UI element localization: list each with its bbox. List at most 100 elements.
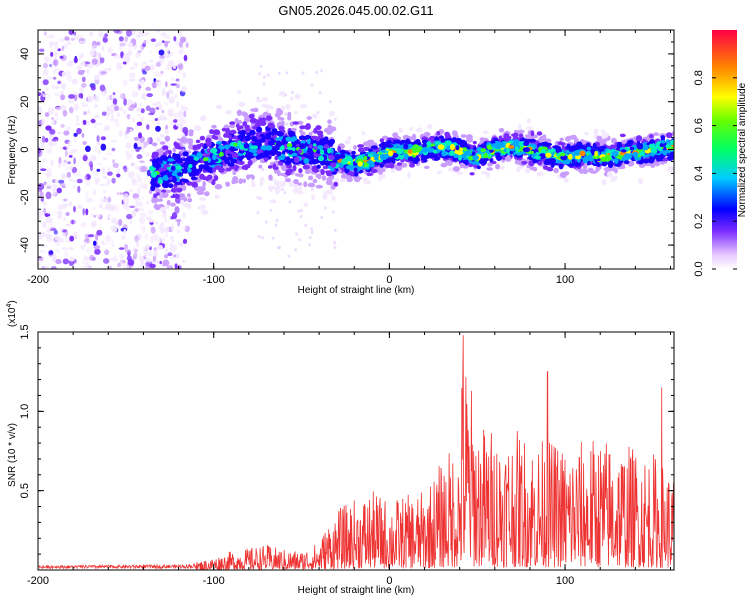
spectrogram-ridge-cell <box>254 119 261 123</box>
spectrogram-noise-blob <box>95 233 99 241</box>
spectrogram-ridge-cell <box>405 138 411 145</box>
spectrogram-noise-blob <box>88 234 95 238</box>
spectrogram-ridge-cell <box>232 176 239 182</box>
spectrogram-noise-blob <box>64 159 67 163</box>
spectrogram-ridge-cell <box>276 170 281 177</box>
spectrogram-ridge-cell <box>436 170 443 175</box>
spectrogram-ridge-cell <box>225 181 230 186</box>
spectrogram-ridge-cell <box>291 147 296 152</box>
spectrogram-ridge-cell <box>521 161 528 165</box>
spectrogram-noise-blob <box>89 50 95 57</box>
spectrogram-ridge-cell <box>293 178 299 185</box>
spectrogram-ridge-cell <box>549 158 556 164</box>
spectrogram-ridge-cell <box>293 156 300 164</box>
spectrogram-ridge-cell <box>277 117 285 121</box>
spectrogram-ridge-cell <box>308 160 315 165</box>
spectrogram-noise-blob <box>171 77 175 82</box>
spectrogram-noise-blob <box>155 62 161 67</box>
spectrogram-noise-blob <box>140 207 145 212</box>
spectrogram-noise-blob <box>113 30 120 34</box>
spectrogram-noise-blob <box>183 106 189 112</box>
spectrogram-noise-blob <box>68 166 73 170</box>
spectrogram-noise-blob <box>129 128 133 132</box>
spectrogram-ridge-cell <box>284 160 292 165</box>
spectrogram-ridge-cell <box>351 150 356 155</box>
spectrogram-ridge-cell <box>276 185 282 192</box>
spectrogram-ridge-cell <box>232 171 237 175</box>
spectrogram-ridge-cell <box>316 164 321 169</box>
colorbar-tick-label: 0.8 <box>693 70 705 85</box>
spectrogram-ridge-cell <box>398 144 404 149</box>
spectrogram-ridge-cell <box>462 147 467 151</box>
spectrogram-ridge-cell <box>559 137 564 142</box>
spectrogram-noise-blob <box>182 226 187 230</box>
spectrogram-noise-blob <box>117 191 121 195</box>
spectrogram-ridge-cell <box>417 146 423 150</box>
spectrogram-noise-blob <box>64 149 68 157</box>
spectrogram-noise-blob <box>84 241 87 246</box>
spectrogram-speckle <box>320 69 323 73</box>
spectrogram-noise-blob <box>50 160 54 167</box>
spectrogram-noise-blob <box>126 30 132 37</box>
spectrogram-ridge-cell <box>487 162 493 167</box>
spectrogram-noise-blob <box>102 189 107 194</box>
spectrogram-ridge-cell <box>187 197 193 203</box>
spectrogram-speckle <box>287 254 291 258</box>
spectrogram-noise-blob <box>38 263 41 267</box>
spectrogram-noise-blob <box>182 72 187 79</box>
spectrogram-noise-blob <box>114 118 119 125</box>
spectrogram-noise-blob <box>109 118 115 122</box>
spectrogram-ridge-cell <box>171 176 177 183</box>
spectrogram-noise-blob <box>177 60 182 66</box>
spectrogram-ridge-cell <box>506 148 510 154</box>
spectrogram-noise-blob <box>176 229 181 234</box>
spectrogram-noise-blob <box>129 72 136 78</box>
x-tick-label: 100 <box>556 575 574 587</box>
spectrogram-ridge-cell <box>213 175 219 181</box>
spectrogram-ridge-cell <box>279 145 285 151</box>
spectrogram-ridge-cell <box>517 124 523 131</box>
spectrogram-noise-blob <box>46 34 52 39</box>
spectrogram-ridge-cell <box>643 145 649 151</box>
spectrogram-ridge-cell <box>269 124 276 129</box>
spectrogram-noise-blob <box>162 259 170 267</box>
spectrogram-noise-blob <box>94 248 101 255</box>
spectrogram-noise-blob <box>90 118 96 124</box>
spectrogram-noise-blob <box>137 83 142 91</box>
spectrogram-ridge-cell <box>246 174 251 180</box>
spectrogram-noise-blob <box>97 41 101 46</box>
spectrogram-ridge-cell <box>571 158 576 164</box>
spectrogram-noise-blob <box>49 141 54 148</box>
spectrogram-noise-blob <box>97 150 102 154</box>
spectrogram-speckle <box>315 70 319 74</box>
spectrogram-ridge-cell <box>200 148 205 155</box>
spectrogram-ridge-cell <box>544 158 551 163</box>
spectrogram-ridge-cell <box>513 139 520 146</box>
spectrogram-noise-blob <box>77 185 81 193</box>
spectrogram-noise-blob <box>58 38 65 42</box>
spectrogram-noise-blob <box>54 235 62 241</box>
spectrogram-noise-blob <box>63 250 69 258</box>
spectrogram-speckle <box>310 83 314 87</box>
spectrogram-noise-blob <box>53 229 58 235</box>
spectrogram-ridge-cell <box>353 167 358 172</box>
spectrogram-noise-blob <box>157 245 163 250</box>
spectrogram-noise-blob <box>108 265 113 269</box>
spectrogram-ridge-cell <box>167 158 175 162</box>
spectrogram-noise-blob <box>92 206 96 210</box>
spectrogram-noise-blob <box>103 125 108 132</box>
spectrogram-noise-blob <box>80 265 88 269</box>
spectrogram-ridge-cell <box>340 178 345 183</box>
spectrogram-ridge-cell <box>188 164 193 168</box>
colorbar-tick-label: 0.0 <box>693 261 705 276</box>
spectrogram-noise-blob <box>66 73 72 82</box>
spectrogram-noise-blob <box>149 64 155 71</box>
spectrogram-noise-blob <box>54 117 60 121</box>
spectrogram-ridge-cell <box>396 162 402 166</box>
spectrogram-ridge-cell <box>394 143 399 147</box>
spectrogram-noise-blob <box>44 137 49 143</box>
spectrogram-ridge-cell <box>150 171 157 178</box>
spectrogram-ridge-cell <box>333 181 338 187</box>
spectrogram-ridge-cell <box>303 148 307 154</box>
spectrogram-noise-blob <box>71 219 75 225</box>
